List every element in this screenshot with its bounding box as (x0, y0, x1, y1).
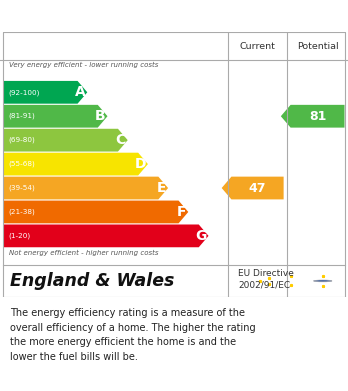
Text: Very energy efficient - lower running costs: Very energy efficient - lower running co… (9, 62, 158, 68)
Text: G: G (195, 229, 207, 243)
Text: (39-54): (39-54) (9, 185, 35, 191)
Polygon shape (3, 105, 108, 127)
Text: A: A (75, 85, 86, 99)
Text: England & Wales: England & Wales (10, 272, 175, 290)
Polygon shape (222, 177, 284, 199)
Text: F: F (177, 205, 187, 219)
Text: Energy Efficiency Rating: Energy Efficiency Rating (7, 9, 209, 23)
Text: (21-38): (21-38) (9, 209, 35, 215)
Polygon shape (3, 129, 128, 152)
Text: The energy efficiency rating is a measure of the
overall efficiency of a home. T: The energy efficiency rating is a measur… (10, 308, 256, 362)
Circle shape (314, 280, 332, 282)
Polygon shape (3, 81, 87, 104)
Text: 81: 81 (309, 110, 326, 123)
Polygon shape (281, 105, 345, 127)
Text: (55-68): (55-68) (9, 161, 35, 167)
Text: (69-80): (69-80) (9, 137, 35, 143)
Polygon shape (3, 201, 188, 223)
Text: (1-20): (1-20) (9, 233, 31, 239)
Text: 47: 47 (249, 181, 266, 194)
Text: E: E (157, 181, 166, 195)
Text: Not energy efficient - higher running costs: Not energy efficient - higher running co… (9, 249, 158, 256)
Polygon shape (3, 224, 208, 247)
Text: EU Directive
2002/91/EC: EU Directive 2002/91/EC (238, 269, 294, 290)
Text: (81-91): (81-91) (9, 113, 35, 120)
Polygon shape (3, 177, 168, 199)
Text: (92-100): (92-100) (9, 89, 40, 95)
Text: C: C (116, 133, 126, 147)
Text: D: D (135, 157, 146, 171)
Polygon shape (3, 153, 148, 176)
Text: B: B (95, 109, 106, 123)
Text: Potential: Potential (297, 41, 338, 50)
Text: Current: Current (239, 41, 276, 50)
